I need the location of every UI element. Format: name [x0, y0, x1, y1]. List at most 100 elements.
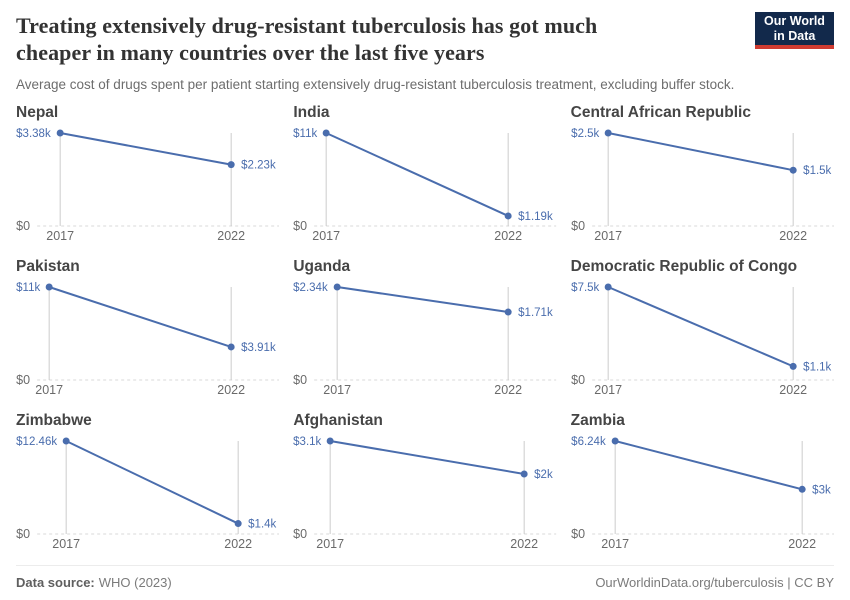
country-title: Nepal: [16, 104, 59, 122]
zero-axis-label: $0: [16, 219, 30, 233]
x-tick-2022: 2022: [779, 229, 807, 243]
x-tick-2017: 2017: [35, 383, 63, 397]
x-tick-2017: 2017: [52, 537, 80, 551]
x-tick-2017: 2017: [601, 537, 629, 551]
country-title: Uganda: [293, 258, 351, 276]
line-chart-central-african-republic: $2.5k $1.5k $0 2017 2022: [571, 128, 834, 243]
start-value-label: $6.24k: [571, 436, 606, 448]
line-chart-afghanistan: $3.1k $2k $0 2017 2022: [293, 436, 557, 551]
data-line: [330, 440, 525, 476]
x-tick-2022: 2022: [224, 537, 252, 551]
data-point-2017: [322, 129, 330, 137]
line-chart-zimbabwe: $12.46k $1.4k $0 2017 2022: [16, 436, 280, 551]
data-source-value: WHO (2023): [98, 575, 172, 590]
data-point-2022: [227, 343, 235, 351]
end-value-label: $1.19k: [518, 211, 553, 223]
logo-line-1: Our World: [764, 13, 825, 28]
country-title: Afghanistan: [293, 412, 383, 430]
start-value-label: $11k: [16, 282, 40, 294]
data-line: [48, 286, 232, 348]
start-value-label: $3.1k: [293, 436, 321, 448]
data-source-label: Data source:: [16, 575, 95, 590]
x-tick-2022: 2022: [217, 229, 245, 243]
chart-title: Treating extensively drug-resistant tube…: [16, 13, 598, 66]
data-point-2022: [227, 161, 235, 169]
x-tick-2022: 2022: [779, 383, 807, 397]
data-line: [607, 132, 794, 172]
country-title: Zambia: [570, 412, 625, 430]
x-tick-2022: 2022: [495, 383, 523, 397]
chart-tile-pakistan: Pakistan $11k $3.91k $0 2017 2022: [16, 257, 280, 397]
data-point-2022: [789, 362, 797, 370]
country-title: Zimbabwe: [16, 412, 92, 430]
end-value-label: $1.71k: [518, 307, 553, 319]
data-point-2022: [504, 212, 512, 220]
line-chart-democratic-republic-of-congo: $7.5k $1.1k $0 2017 2022: [571, 282, 834, 397]
start-value-label: $11k: [293, 128, 317, 140]
x-tick-2017: 2017: [313, 229, 341, 243]
x-tick-2022: 2022: [788, 537, 816, 551]
start-value-label: $7.5k: [571, 282, 599, 294]
data-source: Data source: WHO (2023): [16, 575, 172, 590]
zero-axis-label: $0: [571, 527, 585, 541]
data-line: [337, 286, 509, 314]
footer-separator: |: [783, 575, 795, 590]
chart-tile-afghanistan: Afghanistan $3.1k $2k $0 2017 2022: [293, 411, 557, 551]
x-tick-2017: 2017: [317, 537, 345, 551]
data-point-2022: [789, 166, 797, 174]
chart-header: Treating extensively drug-resistant tube…: [16, 12, 834, 93]
end-value-label: $1.5k: [803, 165, 831, 177]
data-point-2017: [62, 437, 70, 445]
data-line: [326, 132, 509, 217]
line-chart-pakistan: $11k $3.91k $0 2017 2022: [16, 282, 280, 397]
data-line: [59, 132, 232, 166]
data-line: [65, 440, 239, 525]
country-title: Central African Republic: [570, 104, 751, 122]
data-point-2017: [56, 129, 64, 137]
chart-subtitle: Average cost of drugs spent per patient …: [16, 76, 735, 92]
country-title: Pakistan: [16, 258, 80, 276]
data-point-2017: [604, 283, 612, 291]
x-tick-2022: 2022: [495, 229, 523, 243]
zero-axis-label: $0: [571, 219, 585, 233]
line-chart-uganda: $2.34k $1.71k $0 2017 2022: [293, 282, 557, 397]
logo-line-2: in Data: [773, 28, 816, 43]
owid-logo: Our World in Data: [755, 12, 834, 49]
end-value-label: $3k: [812, 484, 831, 496]
start-value-label: $2.34k: [293, 282, 328, 294]
x-tick-2017: 2017: [594, 383, 622, 397]
x-tick-2017: 2017: [46, 229, 74, 243]
start-value-label: $3.38k: [16, 128, 51, 140]
zero-axis-label: $0: [16, 527, 30, 541]
chart-tile-zimbabwe: Zimbabwe $12.46k $1.4k $0 2017 2022: [16, 411, 280, 551]
end-value-label: $1.1k: [803, 361, 831, 373]
data-point-2017: [333, 283, 341, 291]
zero-axis-label: $0: [293, 527, 307, 541]
data-point-2017: [611, 437, 619, 445]
end-value-label: $2.23k: [241, 160, 276, 172]
zero-axis-label: $0: [16, 373, 30, 387]
chart-tile-nepal: Nepal $3.38k $2.23k $0 2017 2022: [16, 103, 280, 243]
end-value-label: $3.91k: [241, 342, 276, 354]
footer-url: OurWorldinData.org/tuberculosis: [595, 575, 784, 590]
x-tick-2022: 2022: [511, 537, 539, 551]
chart-footer: Data source: WHO (2023) OurWorldinData.or…: [16, 565, 834, 590]
line-chart-nepal: $3.38k $2.23k $0 2017 2022: [16, 128, 280, 243]
zero-axis-label: $0: [293, 219, 307, 233]
data-point-2017: [326, 437, 334, 445]
data-point-2022: [520, 470, 528, 478]
data-point-2022: [798, 485, 806, 493]
chart-tile-zambia: Zambia $6.24k $3k $0 2017 2022: [571, 411, 834, 551]
charts-grid: Nepal $3.38k $2.23k $0 2017 2022 India $11k $1.1…: [16, 103, 834, 551]
start-value-label: $2.5k: [571, 128, 599, 140]
footer-credit: OurWorldinData.org/tuberculosis | CC BY: [595, 575, 834, 590]
country-title: Democratic Republic of Congo: [570, 258, 798, 276]
country-title: India: [293, 104, 330, 122]
end-value-label: $2k: [534, 469, 553, 481]
data-line: [614, 440, 803, 491]
zero-axis-label: $0: [293, 373, 307, 387]
chart-tile-democratic-republic-of-congo: Democratic Republic of Congo $7.5k $1.1k $0…: [571, 257, 834, 397]
line-chart-india: $11k $1.19k $0 2017 2022: [293, 128, 557, 243]
footer-license: CC BY: [794, 575, 834, 590]
